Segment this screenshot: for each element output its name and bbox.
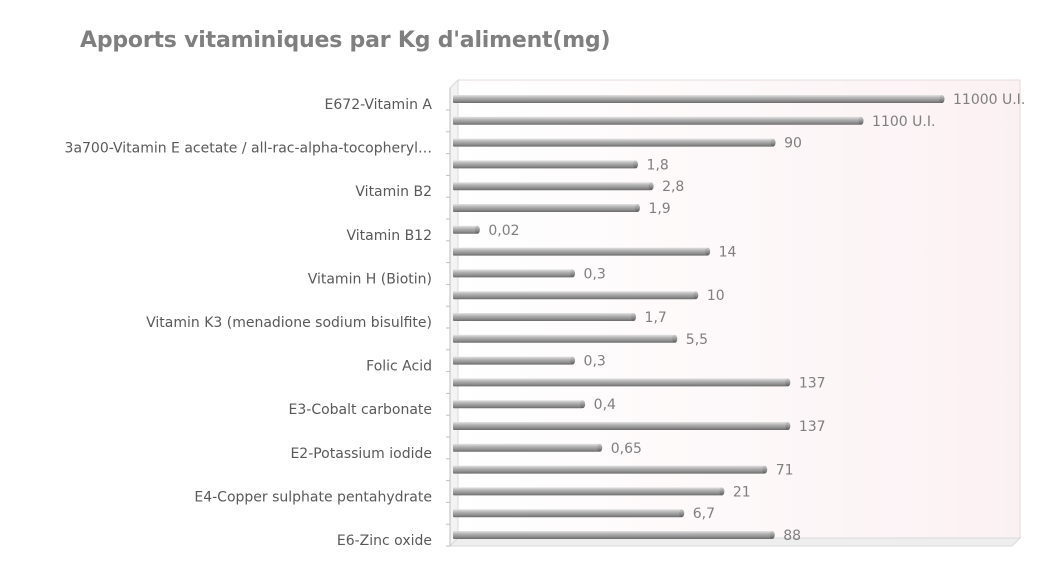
- category-label: E6-Zinc oxide: [337, 533, 432, 549]
- data-label: 0,4: [594, 397, 616, 413]
- bar: [453, 465, 768, 474]
- bar: [453, 247, 711, 256]
- data-label: 88: [783, 528, 801, 544]
- data-label: 14: [719, 245, 737, 261]
- chart-title: Apports vitaminiques par Kg d'aliment(mg…: [80, 28, 611, 53]
- data-label: 137: [799, 419, 826, 435]
- data-label: 1,8: [647, 157, 669, 173]
- bars: [453, 95, 945, 539]
- data-label: 1,9: [648, 201, 670, 217]
- axis-ticks: [446, 109, 450, 547]
- category-label: 3a700-Vitamin E acetate / all-rac-alpha-…: [65, 141, 432, 157]
- bar: [453, 182, 654, 191]
- bar: [453, 487, 725, 496]
- bar: [453, 531, 775, 539]
- data-label: 11000 U.I.: [953, 92, 1025, 108]
- category-label: E672-Vitamin A: [325, 97, 433, 113]
- bar: [453, 443, 603, 452]
- data-label: 137: [799, 375, 826, 391]
- bar: [453, 116, 864, 125]
- category-label: E2-Potassium iodide: [290, 446, 432, 462]
- data-label: 1100 U.I.: [872, 114, 935, 130]
- bar: [453, 160, 639, 169]
- data-label: 5,5: [686, 332, 708, 348]
- bar: [453, 313, 637, 321]
- data-label: 1,7: [645, 310, 667, 326]
- data-label: 6,7: [693, 506, 715, 522]
- category-label: Vitamin H (Biotin): [308, 271, 432, 287]
- bar: [453, 138, 776, 147]
- category-label: Vitamin B12: [347, 228, 433, 244]
- category-label: E3-Cobalt carbonate: [289, 402, 432, 418]
- floor: [448, 537, 1022, 547]
- category-label: Folic Acid: [366, 359, 432, 375]
- bar: [453, 356, 576, 365]
- bar: [453, 95, 945, 103]
- data-label: 0,3: [584, 354, 606, 370]
- bar: [453, 334, 678, 343]
- data-label: 21: [733, 484, 751, 500]
- data-label: 2,8: [662, 179, 684, 195]
- category-labels: E672-Vitamin A 3a700-Vitamin E acetate / …: [65, 97, 433, 549]
- category-label: Vitamin B2: [355, 184, 432, 200]
- bar: [453, 269, 576, 278]
- data-label: 10: [707, 288, 725, 304]
- data-label: 0,02: [488, 223, 519, 239]
- bar: [453, 378, 791, 387]
- bar: [453, 291, 699, 300]
- category-label: Vitamin K3 (menadione sodium bisulfite): [146, 315, 432, 331]
- bar: [453, 509, 685, 518]
- bar: [453, 204, 640, 212]
- data-label: 90: [784, 136, 802, 152]
- bar: [453, 225, 480, 234]
- bar: [453, 422, 791, 430]
- category-label: E4-Copper sulphate pentahydrate: [194, 489, 432, 505]
- data-label: 71: [776, 463, 794, 479]
- data-labels: 11000 U.I. 1100 U.I. 90 1,8 2,8 1,9 0,02 14 0,3 1…: [488, 92, 1025, 544]
- data-label: 0,3: [584, 266, 606, 282]
- bar: [453, 400, 586, 409]
- data-label: 0,65: [611, 441, 642, 457]
